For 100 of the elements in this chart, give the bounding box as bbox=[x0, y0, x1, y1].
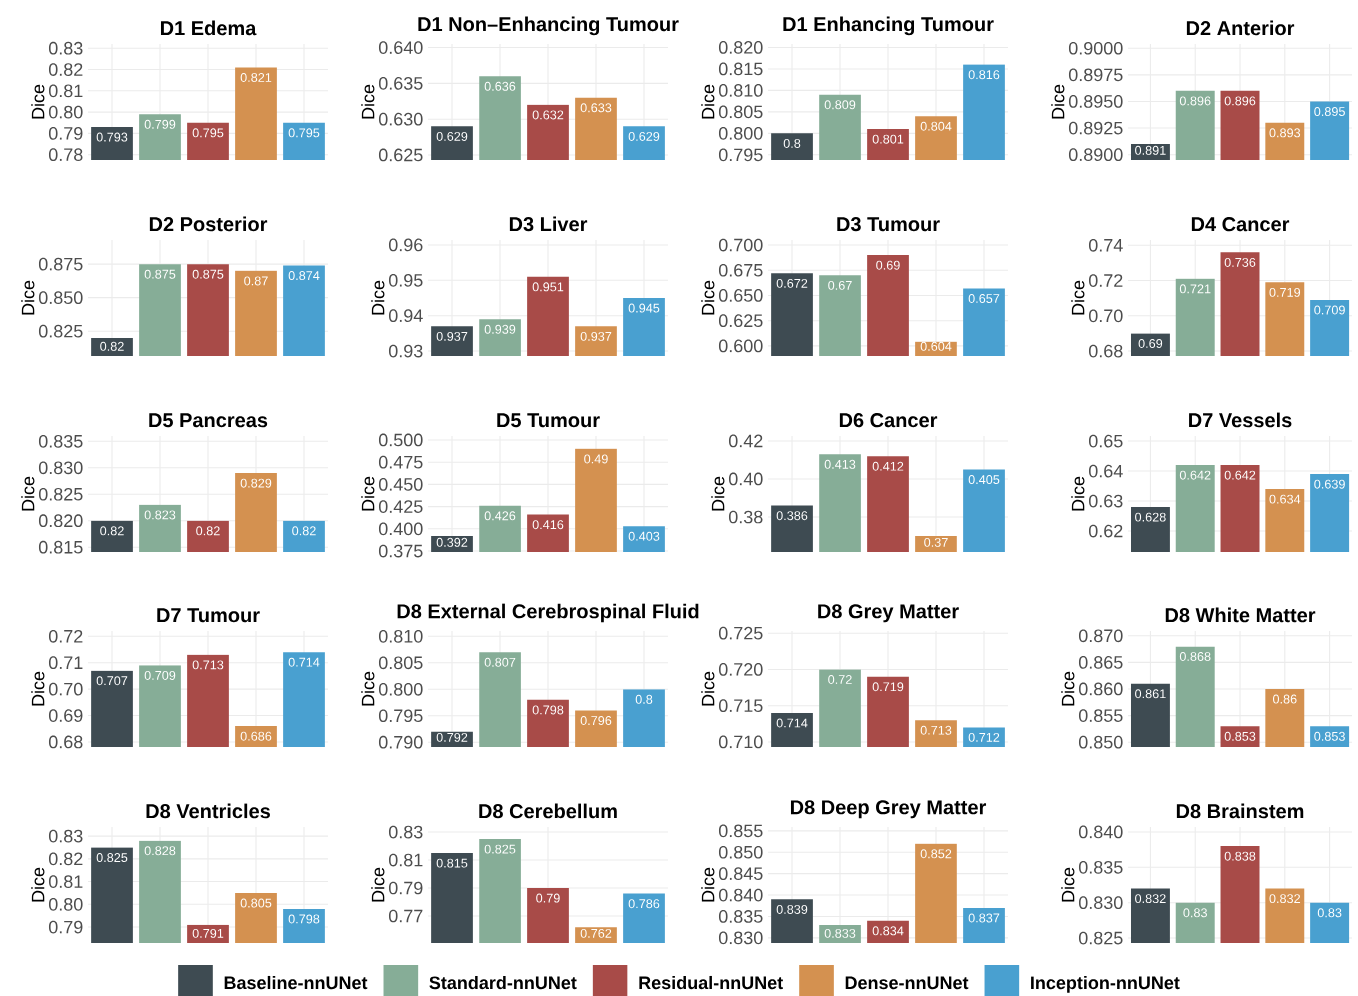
y-tick-label: 0.71 bbox=[48, 656, 83, 670]
data-label: 0.629 bbox=[436, 131, 468, 141]
chart-title: D2 Posterior bbox=[149, 216, 268, 232]
y-tick-label: 0.8925 bbox=[1068, 121, 1123, 135]
data-label: 0.796 bbox=[580, 716, 612, 726]
data-label: 0.413 bbox=[824, 459, 856, 469]
y-tick-label: 0.74 bbox=[1088, 238, 1123, 252]
y-tick-label: 0.625 bbox=[378, 148, 423, 162]
y-tick-label: 0.70 bbox=[1088, 309, 1123, 323]
data-label: 0.403 bbox=[628, 531, 660, 541]
data-label: 0.709 bbox=[1314, 305, 1345, 315]
y-axis-title: Dice bbox=[1051, 84, 1065, 119]
data-label: 0.896 bbox=[1224, 96, 1256, 106]
data-label: 0.392 bbox=[436, 537, 468, 547]
data-label: 0.69 bbox=[1138, 339, 1163, 348]
data-label: 0.832 bbox=[1135, 894, 1166, 904]
data-label: 0.86 bbox=[1272, 694, 1297, 704]
chart-title: D8 Deep Grey Matter bbox=[790, 800, 987, 819]
chart-title: D4 Cancer bbox=[1191, 217, 1290, 232]
y-tick-label: 0.820 bbox=[718, 41, 763, 54]
data-label: 0.853 bbox=[1224, 731, 1256, 741]
y-tick-label: 0.800 bbox=[718, 126, 763, 140]
legend-label: Baseline-nnUNet bbox=[224, 975, 368, 990]
y-axis-title: Dice bbox=[701, 671, 715, 706]
y-tick-label: 0.93 bbox=[388, 344, 423, 358]
y-tick-label: 0.78 bbox=[48, 148, 83, 162]
data-label: 0.405 bbox=[968, 475, 1000, 485]
data-label: 0.713 bbox=[192, 660, 224, 670]
y-tick-label: 0.80 bbox=[48, 105, 83, 119]
data-label: 0.642 bbox=[1179, 470, 1211, 480]
y-tick-label: 0.70 bbox=[48, 682, 83, 696]
data-label: 0.686 bbox=[240, 731, 272, 741]
data-label: 0.8 bbox=[635, 694, 653, 704]
y-tick-label: 0.8950 bbox=[1068, 95, 1123, 108]
y-tick-label: 0.825 bbox=[38, 487, 83, 501]
data-label: 0.83 bbox=[1317, 908, 1342, 918]
y-axis-title: Dice bbox=[21, 280, 35, 315]
data-label: 0.896 bbox=[1179, 96, 1211, 106]
data-label: 0.874 bbox=[288, 271, 320, 281]
chart-title: D1 Enhancing Tumour bbox=[783, 16, 994, 36]
y-tick-label: 0.400 bbox=[378, 522, 423, 536]
y-tick-label: 0.83 bbox=[388, 825, 423, 839]
data-label: 0.82 bbox=[196, 526, 220, 536]
y-tick-label: 0.720 bbox=[718, 663, 763, 676]
data-label: 0.793 bbox=[96, 132, 128, 142]
y-tick-label: 0.715 bbox=[718, 699, 763, 713]
y-axis-title: Dice bbox=[361, 671, 375, 706]
y-tick-label: 0.845 bbox=[718, 867, 763, 881]
y-tick-label: 0.600 bbox=[718, 339, 763, 353]
data-label: 0.79 bbox=[536, 893, 560, 903]
chart-title: D8 Brainstem bbox=[1176, 803, 1304, 819]
y-tick-label: 0.82 bbox=[48, 63, 83, 76]
data-label: 0.634 bbox=[1269, 494, 1301, 504]
data-label: 0.801 bbox=[872, 134, 904, 144]
data-label: 0.49 bbox=[584, 454, 608, 464]
data-label: 0.87 bbox=[244, 276, 268, 286]
y-tick-label: 0.840 bbox=[1078, 825, 1123, 839]
y-tick-label: 0.650 bbox=[718, 289, 763, 302]
y-axis-title: Dice bbox=[711, 476, 725, 511]
legend-label: Standard-nnUNet bbox=[429, 975, 577, 990]
data-label: 0.893 bbox=[1269, 128, 1301, 138]
data-label: 0.868 bbox=[1179, 652, 1211, 661]
chart-title: D5 Tumour bbox=[497, 413, 600, 428]
data-label: 0.82 bbox=[100, 526, 124, 536]
y-axis-title: Dice bbox=[1071, 280, 1085, 315]
data-label: 0.834 bbox=[872, 926, 904, 936]
y-tick-label: 0.8975 bbox=[1068, 68, 1123, 82]
y-tick-label: 0.9000 bbox=[1068, 41, 1123, 55]
y-tick-label: 0.810 bbox=[718, 84, 763, 97]
y-tick-label: 0.830 bbox=[38, 461, 83, 475]
data-label: 0.412 bbox=[872, 461, 904, 471]
y-axis-title: Dice bbox=[361, 476, 375, 511]
y-tick-label: 0.825 bbox=[38, 324, 83, 338]
chart-title: D3 Tumour bbox=[837, 217, 940, 232]
legend-label: Residual-nnUNet bbox=[639, 975, 783, 990]
data-label: 0.386 bbox=[776, 511, 808, 521]
y-axis-title: Dice bbox=[361, 84, 375, 119]
data-label: 0.69 bbox=[876, 260, 900, 270]
data-label: 0.416 bbox=[532, 520, 564, 530]
y-tick-label: 0.700 bbox=[718, 238, 763, 252]
data-label: 0.832 bbox=[1269, 894, 1301, 904]
y-tick-label: 0.72 bbox=[1088, 274, 1123, 287]
chart-title: D2 Anterior bbox=[1186, 20, 1295, 36]
y-tick-label: 0.425 bbox=[378, 500, 423, 513]
legend-label: Dense-nnUNet bbox=[845, 976, 969, 990]
data-label: 0.72 bbox=[828, 675, 852, 684]
y-tick-label: 0.65 bbox=[1088, 434, 1123, 448]
data-label: 0.672 bbox=[776, 278, 808, 288]
y-tick-label: 0.840 bbox=[718, 888, 763, 902]
data-label: 0.823 bbox=[144, 510, 176, 520]
chart-title: D7 Tumour bbox=[157, 608, 260, 623]
data-label: 0.642 bbox=[1224, 470, 1256, 480]
y-tick-label: 0.830 bbox=[1078, 896, 1123, 910]
data-label: 0.713 bbox=[920, 725, 952, 735]
data-label: 0.633 bbox=[580, 103, 612, 113]
y-tick-label: 0.8900 bbox=[1068, 148, 1123, 162]
y-tick-label: 0.800 bbox=[378, 682, 423, 696]
chart-title: D1 Edema bbox=[160, 20, 257, 36]
y-tick-label: 0.83 bbox=[48, 829, 83, 843]
y-tick-label: 0.805 bbox=[378, 656, 423, 670]
